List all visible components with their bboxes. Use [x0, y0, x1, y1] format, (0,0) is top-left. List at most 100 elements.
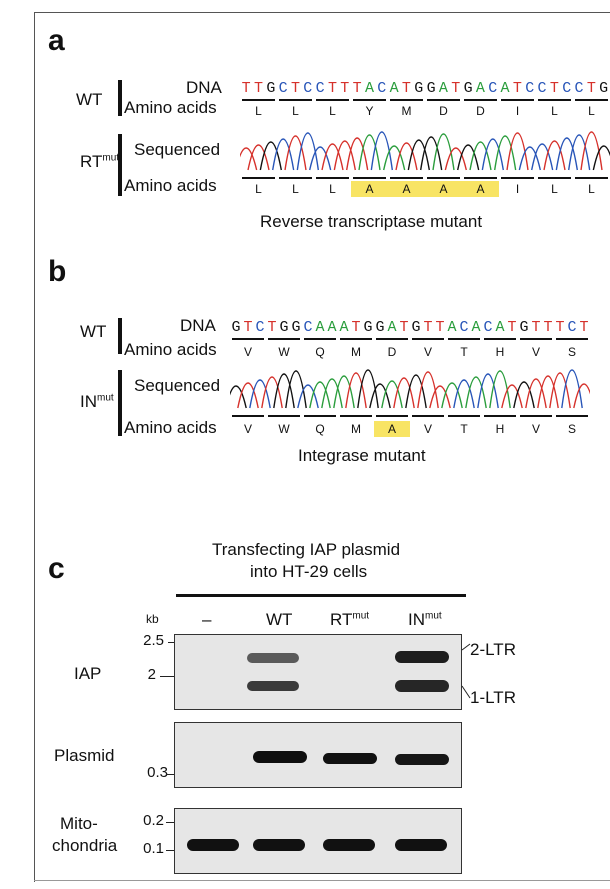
plasmid-rt-band: [323, 753, 377, 764]
dna-base: A: [339, 319, 349, 336]
chromatogram-peak: [518, 146, 541, 171]
amino-acid: V: [243, 345, 252, 359]
chromatogram-peak: [240, 147, 258, 171]
dna-base: C: [459, 319, 469, 336]
dna-base: C: [315, 80, 325, 97]
amino-acid: A: [374, 421, 410, 437]
chromatogram-peak: [271, 138, 295, 171]
dna-base: G: [231, 319, 241, 336]
chromatogram-peak: [537, 375, 559, 409]
codon-underline: [501, 177, 534, 179]
mito-rt-band: [323, 839, 375, 851]
codon-underline: [484, 338, 516, 340]
plasmid-row-label: Plasmid: [54, 746, 115, 765]
iap-marker-2: 2: [147, 666, 156, 683]
codon-underline: [316, 99, 349, 101]
mito-empty-band: [187, 839, 239, 851]
codon-underline: [520, 415, 552, 417]
amino-acid: W: [278, 345, 290, 359]
amino-acid: Q: [315, 345, 325, 359]
iap-row-label: IAP: [74, 664, 102, 683]
chromatogram-peak: [358, 134, 381, 171]
chromatogram-peak: [592, 145, 610, 171]
dna-base: T: [435, 319, 445, 336]
dna-base: C: [255, 319, 265, 336]
plasmid-gel: [174, 722, 462, 788]
panel-b-aa-label: Amino acids: [124, 340, 217, 359]
chromatogram-peak: [555, 137, 579, 171]
chromatogram-peak: [429, 385, 451, 409]
amino-acid: V: [423, 345, 432, 359]
amino-acid: S: [567, 345, 576, 359]
chromatogram-peak: [237, 382, 259, 409]
amino-acid: A: [425, 181, 462, 197]
frame-top-border: [34, 12, 610, 13]
panel-b-wt-label: WT: [80, 322, 107, 341]
chromatogram-peak: [395, 142, 418, 171]
chromatogram-peak: [543, 140, 566, 171]
dna-base: T: [512, 80, 522, 97]
dna-base: T: [543, 319, 553, 336]
amino-acid: L: [551, 182, 558, 196]
codon-underline: [242, 99, 275, 101]
codon-underline: [448, 415, 480, 417]
codon-underline: [412, 415, 444, 417]
chromatogram-peak: [489, 370, 511, 409]
chromatogram-peak: [477, 373, 499, 409]
iap-in-2ltr-band: [395, 651, 449, 663]
chromatogram-peak: [580, 131, 603, 171]
chromatogram-peak: [481, 138, 505, 171]
codon-underline: [232, 338, 264, 340]
chromatogram-peak: [382, 145, 406, 171]
mito-marker-0-1-tick: [166, 850, 174, 851]
chromatogram-peak: [381, 380, 403, 409]
panel-a-dna-label: DNA: [186, 78, 222, 97]
dna-base: A: [471, 319, 481, 336]
panel-c-letter: c: [48, 552, 65, 585]
dna-base: C: [562, 80, 572, 97]
panel-a-aa-label: Amino acids: [124, 98, 217, 117]
dna-base: T: [555, 319, 565, 336]
amino-acid: A: [462, 181, 499, 197]
panel-a-rt-label: RTmut: [80, 152, 120, 171]
panel-b-letter: b: [48, 255, 67, 288]
chromatogram-peak: [525, 378, 547, 409]
plasmid-in-band: [395, 754, 449, 765]
codon-underline: [556, 415, 588, 417]
codon-underline: [390, 99, 423, 101]
dna-base: T: [327, 80, 337, 97]
amino-acid: H: [495, 345, 505, 359]
codon-underline: [340, 415, 372, 417]
mito-in-band: [395, 839, 447, 851]
chromatogram-peak: [549, 372, 571, 409]
chromatogram-peak: [259, 141, 283, 171]
chromatogram-peak: [273, 373, 295, 409]
chromatogram-peak: [321, 378, 343, 409]
dna-base: A: [364, 80, 374, 97]
chromatogram-peak: [309, 381, 331, 409]
dna-base: G: [414, 80, 424, 97]
dna-base: C: [303, 80, 313, 97]
panel-a-wt-label: WT: [76, 90, 103, 109]
codon-underline: [538, 177, 571, 179]
chromatogram-peak: [345, 372, 367, 409]
panel-a-chromatogram: [240, 131, 610, 171]
dna-base: T: [531, 319, 541, 336]
panel-b-dna-label: DNA: [180, 316, 216, 335]
ltr-connector-lines: [461, 643, 471, 699]
dna-base: C: [483, 319, 493, 336]
panel-a-letter: a: [48, 24, 65, 57]
codon-underline: [232, 415, 264, 417]
chromatogram-peak: [465, 376, 487, 409]
amino-acid: L: [255, 182, 262, 196]
panel-b-aa-label-2: Amino acids: [124, 418, 217, 437]
dna-base: T: [351, 319, 361, 336]
lane-label-wt: WT: [266, 610, 293, 629]
amino-acid: I: [515, 182, 520, 196]
dna-base: G: [266, 80, 276, 97]
panel-c-header-rule: [176, 594, 466, 597]
amino-acid: D: [439, 104, 448, 118]
